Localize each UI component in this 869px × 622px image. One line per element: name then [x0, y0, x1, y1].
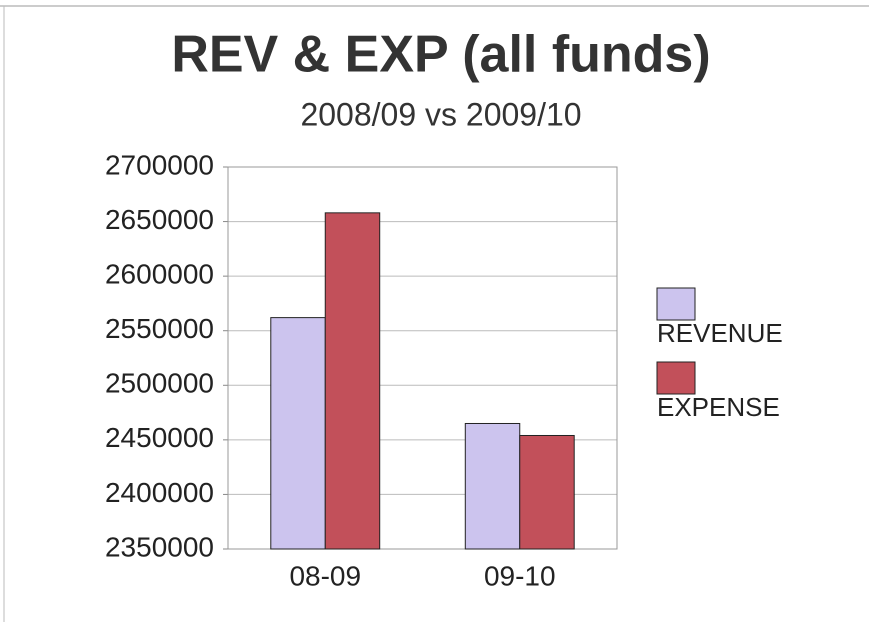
y-tick-label: 2550000: [105, 313, 214, 344]
legend-swatch: [656, 287, 696, 321]
bar: [519, 434, 575, 550]
legend-label: REVENUE: [657, 318, 783, 348]
plot-frame: [227, 166, 618, 550]
bar: [464, 422, 521, 550]
x-tick-label: 08-09: [289, 560, 361, 591]
chart-subtitle: 2008/09 vs 2009/10: [300, 96, 581, 132]
y-tick-label: 2400000: [105, 477, 214, 508]
x-tick-label: 09-10: [484, 560, 556, 591]
chart-title: REV & EXP (all funds): [171, 26, 710, 84]
bar: [270, 317, 326, 550]
y-tick-label: 2650000: [105, 204, 214, 235]
y-tick-label: 2350000: [105, 531, 214, 562]
legend-swatch: [656, 361, 696, 395]
y-tick-label: 2600000: [105, 259, 214, 290]
y-tick-label: 2450000: [105, 422, 214, 453]
bar: [324, 212, 381, 550]
y-tick-label: 2500000: [105, 368, 214, 399]
y-tick-label: 2700000: [105, 149, 214, 180]
legend-label: EXPENSE: [657, 392, 780, 422]
